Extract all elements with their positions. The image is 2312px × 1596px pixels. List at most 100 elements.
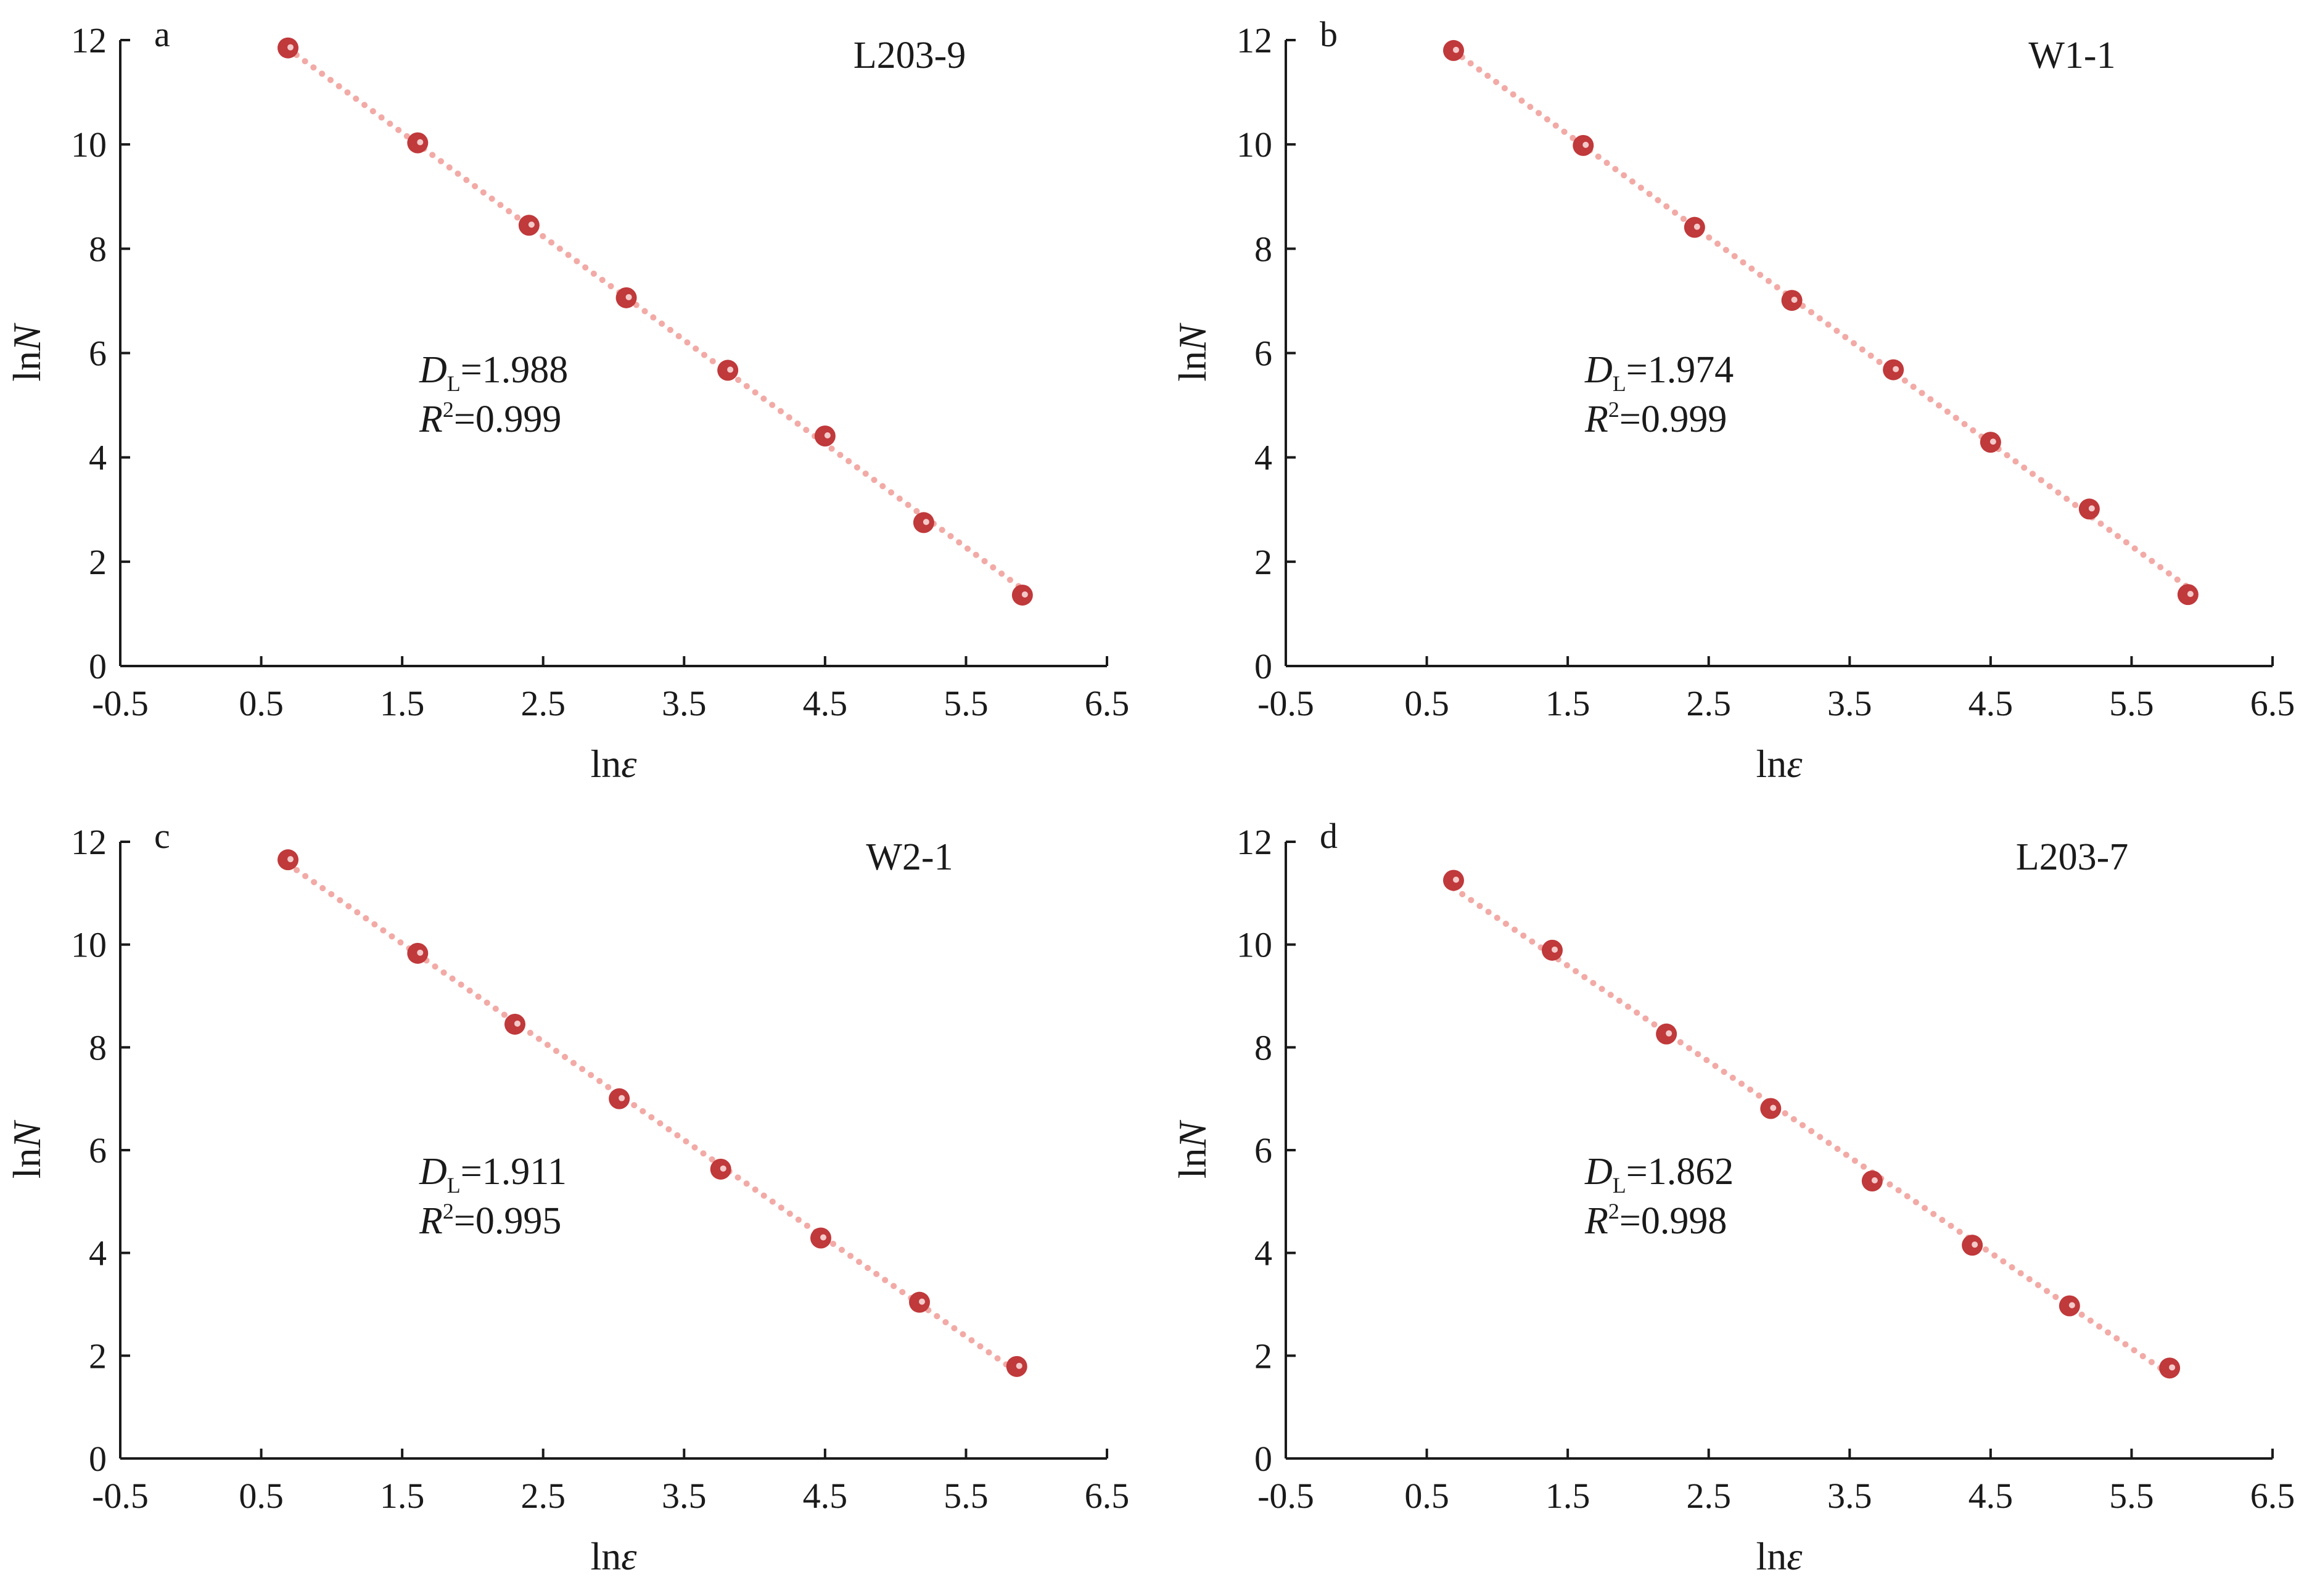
data-point [2078,498,2100,520]
data-point [814,425,836,446]
x-tick-label: 1.5 [1545,1476,1590,1516]
data-point [2159,1357,2181,1379]
r2-stat: R2=0.999 [1584,397,1727,440]
x-tick-label: 4.5 [1968,683,2014,723]
y-tick-label: 0 [89,1439,107,1479]
y-tick-label: 8 [1254,229,1272,269]
data-point [1962,1235,1983,1256]
r2-stat: R2=0.998 [1584,1199,1727,1242]
data-point [615,287,637,308]
x-tick-label: 2.5 [1686,683,1731,723]
dl-stat: DL=1.988 [419,349,568,396]
y-tick-label: 4 [89,1233,107,1273]
data-point [710,1158,731,1180]
y-tick-label: 10 [71,125,107,165]
data-point [278,37,298,59]
r2-stat: R2=0.999 [419,397,561,440]
panel-letter: a [154,14,170,54]
sample-name: L203-9 [854,35,966,76]
y-tick-label: 4 [1254,1233,1272,1273]
y-tick-label: 6 [1254,334,1272,374]
y-tick-label: 10 [71,925,107,965]
data-point [717,360,739,381]
data-point [1542,939,1563,961]
data-point [1684,216,1705,238]
data-point [1656,1023,1677,1045]
data-point [1760,1098,1782,1119]
x-tick-label: 2.5 [520,1476,566,1516]
y-tick-label: 2 [89,542,107,582]
x-tick-label: -0.5 [1257,683,1314,723]
x-tick-label: 1.5 [1545,683,1590,723]
x-tick-label: 4.5 [803,683,848,723]
y-tick-label: 8 [1254,1027,1272,1067]
y-tick-label: 6 [89,334,107,374]
y-tick-label: 10 [1236,125,1272,165]
sample-name: L203-7 [2016,836,2129,878]
x-axis-title: lnε [591,742,638,786]
data-point [2059,1295,2080,1317]
x-axis-title: lnε [591,1534,638,1578]
data-point [913,512,934,533]
y-tick-label: 12 [71,822,107,862]
y-axis-title: lnN [1170,1119,1214,1178]
x-tick-label: -0.5 [1257,1476,1314,1516]
x-tick-label: 6.5 [1085,1476,1130,1516]
data-point [278,849,298,871]
x-tick-label: 5.5 [944,683,989,723]
y-tick-label: 6 [89,1130,107,1170]
data-point [1781,290,1803,311]
x-tick-label: 5.5 [944,1476,989,1516]
data-point [1861,1170,1883,1191]
x-tick-label: 6.5 [1085,683,1130,723]
x-tick-label: 4.5 [1968,1476,2014,1516]
data-point [407,132,429,154]
x-tick-label: -0.5 [92,1476,149,1516]
x-axis-title: lnε [1756,742,1803,786]
data-point [1883,359,1904,380]
fit-line [1450,885,2173,1378]
y-axis-title: lnN [5,323,49,382]
panel-d: 0 2 4 6 8 10 12 -0.5 0.5 1.5 2.5 3.5 4.5 5.5 6.5 lnε lnN… [1170,816,2295,1578]
y-tick-label: 4 [1254,438,1272,478]
y-axis-title: lnN [1170,323,1214,382]
x-tick-label: 3.5 [662,683,707,723]
x-tick-label: 4.5 [803,1476,848,1516]
x-axis-title: lnε [1756,1534,1803,1578]
panel-letter: c [154,816,170,856]
x-tick-label: 2.5 [1686,1476,1731,1516]
x-tick-label: 2.5 [520,683,566,723]
data-point [504,1013,525,1035]
y-tick-label: 0 [1254,1439,1272,1479]
x-tick-label: 3.5 [1827,1476,1872,1516]
x-tick-label: 0.5 [239,683,284,723]
panel-b: 0 2 4 6 8 10 12 -0.5 0.5 1.5 2.5 3.5 4.5 5.5 6.5 lnε lnN… [1170,14,2295,786]
data-point [909,1291,930,1313]
x-tick-label: 1.5 [380,683,425,723]
panel-a: 0 2 4 6 8 10 12 -0.5 0.5 1.5 2.5 3.5 4.5 5.5 6.5 lnε lnN… [5,14,1129,786]
data-point [1980,432,2001,453]
data-point [2177,584,2199,606]
sample-name: W2-1 [866,836,953,878]
x-tick-label: 0.5 [1404,1476,1449,1516]
y-tick-label: 12 [1236,822,1272,862]
dl-stat: DL=1.911 [419,1151,567,1198]
x-tick-label: 1.5 [380,1476,425,1516]
y-axis-title: lnN [5,1119,49,1178]
x-tick-label: 3.5 [1827,683,1872,723]
dl-stat: DL=1.862 [1584,1151,1734,1198]
data-point [1006,1355,1027,1377]
y-tick-label: 12 [1236,20,1272,60]
fit-line [285,861,1020,1375]
fit-line [285,45,1026,593]
y-tick-label: 0 [89,646,107,686]
x-tick-label: 5.5 [2109,1476,2154,1516]
sample-name: W1-1 [2028,35,2115,76]
data-point [407,942,429,964]
panel-letter: b [1320,14,1338,54]
y-tick-label: 8 [89,1027,107,1067]
data-point [518,215,540,236]
panel-c: 0 2 4 6 8 10 12 -0.5 0.5 1.5 2.5 3.5 4.5 5.5 6.5 lnε lnN… [5,816,1129,1578]
y-tick-label: 10 [1236,925,1272,965]
